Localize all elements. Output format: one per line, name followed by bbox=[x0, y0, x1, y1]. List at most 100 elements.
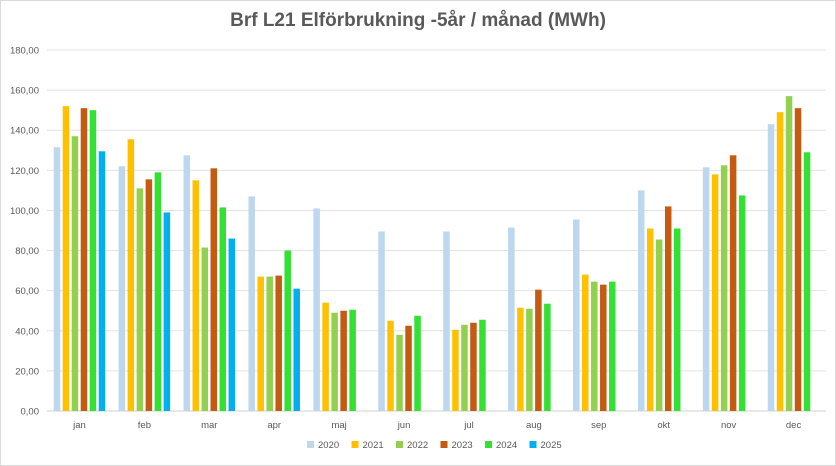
bar-2021-apr bbox=[257, 276, 264, 411]
bar-2021-jan bbox=[62, 106, 70, 412]
bar-2020-jun bbox=[378, 231, 385, 411]
x-tick-label: apr bbox=[267, 420, 281, 431]
bar-2021-jun bbox=[387, 320, 394, 411]
bar-2024-mar bbox=[219, 207, 227, 411]
y-tick-label: 20,00 bbox=[15, 366, 39, 377]
y-tick-label: 0,00 bbox=[21, 407, 40, 418]
legend-swatch-2024 bbox=[485, 441, 492, 448]
bar-2020-nov bbox=[702, 167, 710, 411]
x-tick-label: sep bbox=[591, 420, 606, 431]
x-tick-label: dec bbox=[786, 420, 802, 431]
y-tick-label: 60,00 bbox=[15, 286, 39, 297]
bar-2022-aug bbox=[526, 308, 533, 411]
bar-2024-jan bbox=[89, 110, 97, 412]
bar-2022-jan bbox=[71, 136, 79, 411]
bar-2022-okt bbox=[655, 239, 663, 411]
bar-2021-jul bbox=[452, 329, 459, 411]
legend-label-2021: 2021 bbox=[363, 440, 384, 451]
x-tick-label: jun bbox=[397, 420, 411, 431]
bar-2024-maj bbox=[349, 309, 356, 411]
bar-2021-okt bbox=[646, 228, 654, 411]
bar-2025-apr bbox=[293, 288, 300, 411]
bar-2023-jan bbox=[80, 108, 88, 412]
bar-2022-feb bbox=[136, 188, 144, 411]
x-tick-label: jul bbox=[463, 420, 474, 431]
bar-2022-jul bbox=[461, 324, 468, 411]
y-tick-label: 120,00 bbox=[10, 166, 39, 177]
bar-2023-apr bbox=[275, 275, 282, 411]
bar-2024-okt bbox=[673, 228, 681, 411]
legend-label-2025: 2025 bbox=[541, 440, 562, 451]
bar-2022-sep bbox=[591, 281, 598, 411]
x-tick-label: maj bbox=[331, 420, 346, 431]
bar-2025-mar bbox=[228, 238, 236, 411]
x-tick-label: okt bbox=[657, 420, 670, 431]
bar-2024-jul bbox=[479, 319, 486, 411]
bar-2020-mar bbox=[183, 155, 191, 411]
bar-2024-jun bbox=[414, 315, 421, 411]
bar-2022-maj bbox=[331, 312, 338, 411]
bar-2023-jul bbox=[470, 322, 477, 411]
bar-2022-dec bbox=[785, 96, 793, 411]
bar-2023-aug bbox=[535, 289, 542, 411]
bar-2024-aug bbox=[544, 303, 551, 411]
bar-2023-okt bbox=[664, 206, 672, 411]
bar-2020-apr bbox=[248, 196, 255, 411]
bar-2025-feb bbox=[163, 212, 171, 411]
bar-2020-jul bbox=[443, 231, 450, 411]
y-tick-label: 180,00 bbox=[10, 46, 39, 57]
bar-2022-jun bbox=[396, 334, 403, 411]
bar-2023-mar bbox=[210, 168, 218, 411]
bar-2022-nov bbox=[720, 165, 728, 411]
chart-title: Brf L21 Elförbrukning -5år / månad (MWh) bbox=[230, 10, 606, 31]
bar-2025-jan bbox=[98, 151, 106, 411]
legend-swatch-2023 bbox=[440, 441, 448, 448]
legend-swatch-2022 bbox=[396, 441, 403, 448]
bar-2021-sep bbox=[582, 274, 589, 411]
bar-2020-dec bbox=[767, 124, 775, 411]
bar-2024-apr bbox=[284, 250, 291, 411]
bar-2023-sep bbox=[600, 284, 607, 411]
bar-2023-maj bbox=[340, 310, 347, 411]
y-tick-label: 80,00 bbox=[15, 246, 39, 257]
y-tick-label: 40,00 bbox=[15, 326, 39, 337]
bar-2023-nov bbox=[729, 155, 737, 411]
bar-2020-jan bbox=[53, 147, 61, 411]
x-tick-label: mar bbox=[201, 420, 217, 431]
bar-2021-mar bbox=[192, 180, 200, 411]
x-tick-label: jan bbox=[72, 420, 86, 431]
bar-2024-feb bbox=[154, 172, 162, 411]
bar-2023-feb bbox=[145, 179, 153, 411]
bar-2020-okt bbox=[637, 190, 645, 411]
legend-swatch-2020 bbox=[307, 441, 314, 448]
bar-2021-dec bbox=[776, 112, 784, 411]
bar-2024-nov bbox=[738, 195, 746, 411]
x-tick-label: feb bbox=[138, 420, 151, 431]
bar-2023-dec bbox=[794, 108, 802, 412]
bar-2022-mar bbox=[201, 247, 209, 411]
bar-2024-sep bbox=[609, 281, 616, 411]
bar-2021-maj bbox=[322, 302, 329, 411]
bar-2020-feb bbox=[118, 166, 126, 411]
y-tick-label: 160,00 bbox=[10, 86, 39, 97]
bar-2021-aug bbox=[517, 307, 524, 411]
legend-swatch-2025 bbox=[529, 441, 537, 448]
bar-2020-sep bbox=[573, 219, 580, 411]
bar-2024-dec bbox=[803, 152, 811, 412]
bar-2020-maj bbox=[313, 208, 320, 411]
bar-2020-aug bbox=[508, 227, 515, 411]
legend-label-2020: 2020 bbox=[318, 440, 339, 451]
legend-label-2023: 2023 bbox=[452, 440, 473, 451]
y-tick-label: 100,00 bbox=[10, 206, 39, 217]
x-tick-label: aug bbox=[526, 420, 542, 431]
bar-2023-jun bbox=[405, 325, 412, 411]
legend-label-2024: 2024 bbox=[496, 440, 517, 451]
legend-swatch-2021 bbox=[351, 441, 359, 448]
bar-2021-feb bbox=[127, 139, 135, 411]
legend-label-2022: 2022 bbox=[407, 440, 428, 451]
y-tick-label: 140,00 bbox=[10, 126, 39, 137]
x-tick-label: nov bbox=[721, 420, 737, 431]
bar-2021-nov bbox=[711, 174, 719, 411]
bar-2022-apr bbox=[266, 276, 273, 411]
